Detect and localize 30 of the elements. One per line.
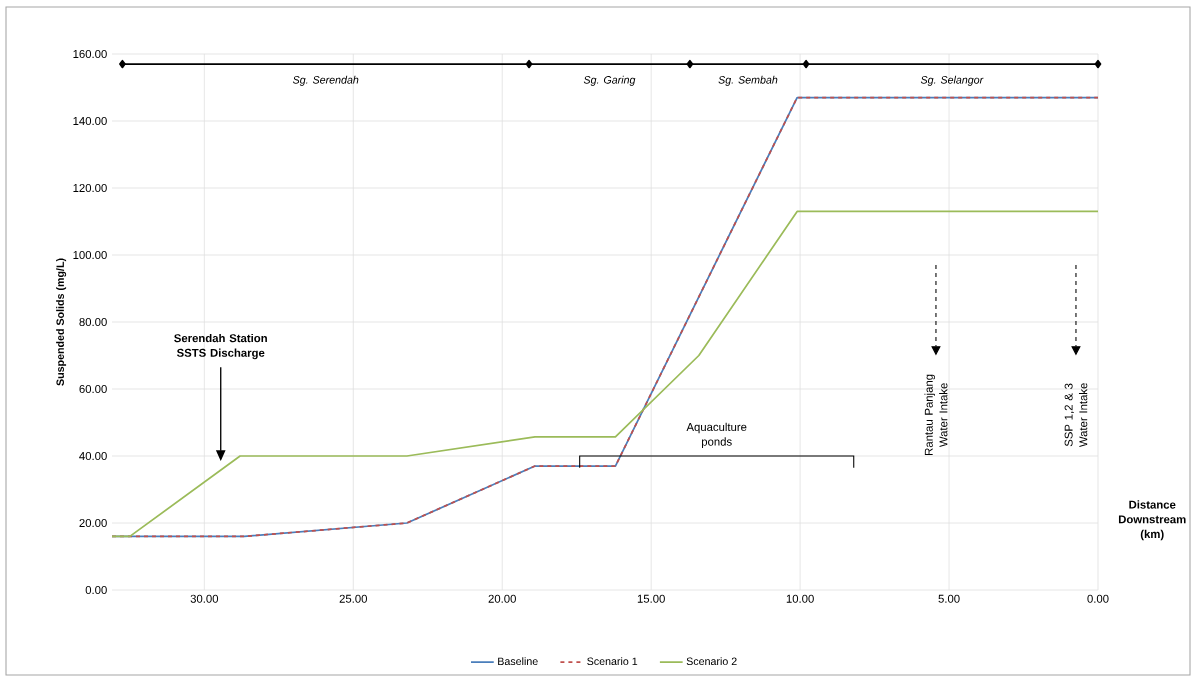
annotation: SSP 1,2 & 3 Water Intake	[1064, 383, 1088, 448]
annotation: Sg. Serendah	[292, 75, 359, 86]
y-tick-label: 140.00	[73, 116, 107, 125]
y-tick-label: 80.00	[79, 318, 107, 327]
annotation: Rantau Panjang Water Intake	[924, 374, 948, 455]
y-tick-label: 160.00	[73, 49, 107, 58]
y-tick-label: 20.00	[79, 519, 107, 528]
legend-label: Baseline	[498, 657, 538, 666]
x-tick-label: 25.00	[339, 594, 368, 603]
annotation: Aquaculture ponds	[686, 422, 747, 448]
y-axis-title: Suspended Solids (mg/L)	[56, 258, 67, 386]
x-axis-title: Distance Downstream (km)	[1118, 500, 1186, 541]
legend-label: Scenario 2	[686, 657, 737, 666]
y-tick-label: 100.00	[73, 251, 107, 260]
y-tick-label: 0.00	[85, 586, 107, 595]
y-tick-label: 120.00	[73, 184, 107, 192]
x-tick-label: 10.00	[786, 594, 814, 603]
x-tick-label: 20.00	[488, 594, 516, 603]
x-tick-label: 0.00	[1087, 594, 1109, 603]
y-tick-label: 60.00	[79, 385, 107, 394]
line-series	[111, 210, 1099, 538]
x-tick-label: 15.00	[637, 594, 665, 603]
x-tick-label: 30.00	[190, 594, 219, 603]
annotation: Sg. Garing	[583, 75, 636, 86]
annotation: Sg. Sembah	[718, 75, 778, 86]
annotation: Sg. Selangor	[920, 75, 984, 86]
legend-label: Scenario 1	[587, 657, 638, 666]
y-tick-label: 40.00	[79, 452, 107, 461]
annotation: Serendah Station SSTS Discharge	[174, 333, 267, 360]
x-tick-label: 5.00	[938, 594, 960, 603]
